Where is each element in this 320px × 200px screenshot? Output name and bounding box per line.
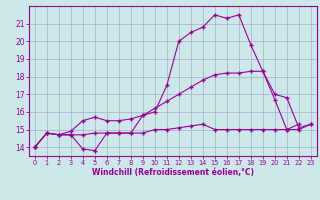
X-axis label: Windchill (Refroidissement éolien,°C): Windchill (Refroidissement éolien,°C) xyxy=(92,168,254,177)
